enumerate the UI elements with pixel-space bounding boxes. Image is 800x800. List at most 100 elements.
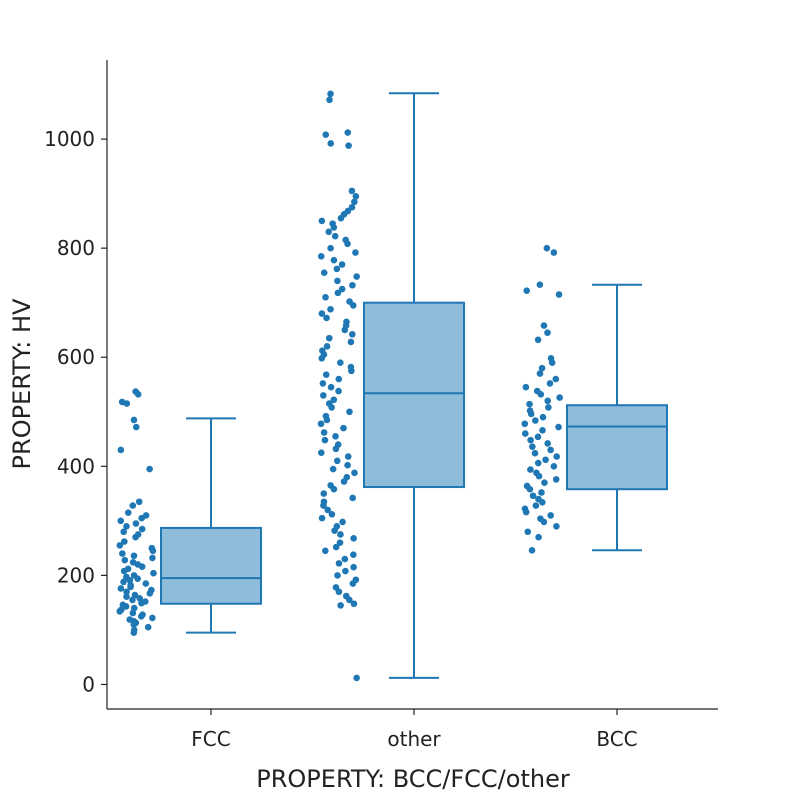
data-point [117,446,125,454]
data-point [544,440,551,447]
data-point [129,596,136,604]
data-point [555,423,562,431]
data-point [330,396,338,404]
data-point [522,383,530,391]
data-point [334,289,342,297]
data-point [548,359,556,366]
data-point [320,392,327,399]
data-point [318,355,326,362]
data-point [352,193,360,200]
data-point [117,517,125,525]
data-point [323,343,331,350]
data-point [116,608,124,615]
data-point [121,538,128,545]
data-point [339,518,346,526]
data-point [334,572,341,579]
data-point [120,567,128,575]
data-point [337,359,344,366]
data-point [550,249,558,256]
data-point [323,416,331,424]
data-point [322,371,330,378]
box-iqr [363,301,465,489]
ticks-layer: 0 200 400 600 800 1000 FCC other BCC [44,127,638,751]
data-point [338,261,346,268]
data-point [341,555,349,563]
data-point [532,417,539,424]
data-point [526,400,533,408]
data-point [351,469,358,477]
data-point [328,511,336,518]
data-point [149,547,157,555]
data-point [131,591,139,599]
data-point [120,528,127,536]
data-point [117,585,125,592]
data-point [318,514,326,522]
data-point [129,502,137,509]
data-point [325,334,333,342]
data-point [327,140,335,147]
data-point [132,423,140,431]
data-point [120,578,127,586]
data-point [340,424,347,432]
data-point [555,291,563,298]
data-point [544,397,552,405]
data-point [349,302,357,309]
data-point [331,232,339,240]
data-point [138,599,145,607]
y-tick-label: 400 [57,454,95,478]
data-point [550,463,558,470]
data-point [334,277,341,285]
data-point [320,269,328,276]
data-point [322,547,329,555]
data-point [130,552,138,560]
data-point [349,331,356,338]
box-iqr [160,526,262,605]
data-point [336,539,344,546]
data-point [522,508,530,516]
data-point [322,293,329,301]
box-other [363,92,465,679]
data-point [337,214,345,222]
data-point [320,490,328,497]
data-point [330,224,338,231]
data-point [534,459,542,467]
data-point [132,520,140,527]
data-point [344,240,351,248]
data-point [529,443,536,450]
data-point [350,600,358,608]
data-point [318,217,326,225]
data-point [521,420,529,428]
data-point [528,546,536,554]
data-point [146,590,154,597]
data-point [546,380,554,387]
data-point [134,575,141,582]
data-point [537,391,545,398]
data-point [326,96,333,104]
box-BCC [566,283,668,552]
boxes-layer [160,92,668,679]
data-point [353,273,360,280]
data-point [325,228,333,236]
data-point [332,433,339,440]
data-point [322,131,330,139]
data-point [318,449,325,456]
x-axis-label: PROPERTY: BCC/FCC/other [256,765,570,793]
data-point [552,375,560,383]
data-point [542,456,549,464]
data-point [123,593,130,600]
data-point [538,364,546,372]
data-point [332,445,340,453]
data-point [317,253,325,260]
data-point [327,383,335,391]
data-point [123,400,131,407]
data-point [119,550,126,557]
data-point [526,485,534,493]
y-tick-label: 1000 [44,127,95,151]
data-point [124,509,132,516]
data-point [349,281,356,289]
data-point [531,449,539,457]
data-point [320,502,327,509]
data-point [323,314,330,322]
data-point [328,404,335,411]
data-point [344,453,352,460]
